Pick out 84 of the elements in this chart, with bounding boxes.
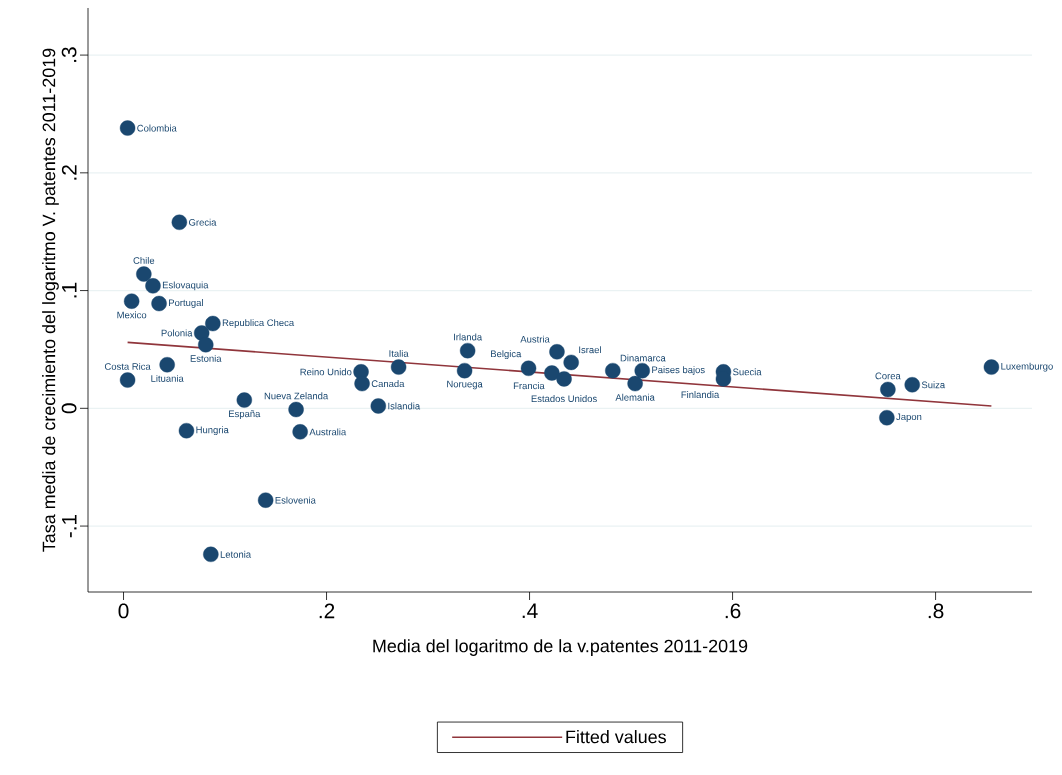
x-tick-label: .6 [725,603,741,619]
y-tick-label: .2 [61,165,77,180]
y-tick-label: -.1 [62,514,77,538]
annotation: Italia [389,349,409,357]
point [257,492,274,508]
annotation: Chile [133,256,155,264]
point [193,325,210,341]
annotation: Estados Unidos [531,395,597,403]
point [390,359,407,375]
annotation: Reino Unido [300,368,352,376]
annotation: Alemania [615,393,655,401]
point [563,354,579,371]
annotation: Mexico [117,311,147,319]
annotation: Polonia [161,329,193,337]
point [544,365,560,381]
text: Fitted values [566,730,666,744]
annotation: Nueva Zelanda [264,392,329,400]
x-tick-label: .8 [928,603,944,619]
annotation: Estonia [190,354,222,362]
annotation: Luxemburgo [1001,362,1053,372]
annotation: Belgica [491,350,522,360]
point [459,342,476,359]
point [370,398,387,414]
y-axis-title: Tasa media de crecimiento del logaritmo V. patentes 2011-2019 [42,48,59,552]
annotation: Noruega [447,380,483,390]
point [634,362,650,379]
point [354,375,370,392]
point [288,401,304,418]
point [136,266,152,282]
y-tick-label: 0 [61,403,77,414]
annotation: Dinamarca [620,354,666,362]
annotation: Eslovaquia [162,281,209,291]
annotation: Eslovenia [275,496,316,504]
annotation: España [229,410,261,420]
point [292,424,308,440]
annotation: Lituania [151,374,184,382]
annotation: Suiza [921,381,946,389]
annotation: Letonia [220,550,252,558]
point [983,359,1000,375]
x-tick-label: .4 [522,603,538,618]
annotation: Corea [875,372,901,380]
point [549,344,565,360]
point [605,362,621,379]
annotation: Grecia [189,218,217,226]
point [198,337,214,353]
x-tick-label: 0 [118,603,129,619]
y-tick-label: .3 [61,47,77,62]
point [171,214,188,230]
annotation: Japon [896,413,922,422]
y-tick-label: .1 [62,282,77,298]
annotation: Francia [513,382,545,390]
point [119,120,136,136]
x-axis-title: Media del logaritmo de la v.patentes 2011-2019 [373,639,748,656]
annotation: Irlanda [454,333,483,341]
point [627,375,643,392]
annotation: Austria [520,335,550,343]
point [904,377,920,393]
point [151,295,167,312]
annotation: Islandia [388,402,421,410]
annotation: Colombia [137,124,177,132]
point [556,371,572,387]
annotation: Republica Checa [222,319,295,328]
point [520,360,537,376]
annotation: Paises bajos [652,366,705,376]
annotation: Costa Rica [104,362,151,370]
point [236,392,253,408]
point [456,362,473,379]
annotation: Canada [371,380,405,388]
point [205,315,221,332]
annotation: Suecia [733,368,762,376]
point [880,381,896,398]
point [145,278,161,294]
point [123,293,140,309]
annotation: Finlandia [681,391,720,399]
x-tick-label: .2 [319,603,335,619]
point [159,357,175,373]
annotation: Portugal [169,299,203,308]
point [879,410,895,426]
point [178,422,195,439]
point [203,546,219,563]
annotation: Israel [579,346,601,354]
annotation: Hungria [196,426,229,436]
annotation: Australia [309,428,347,436]
point [119,372,136,388]
